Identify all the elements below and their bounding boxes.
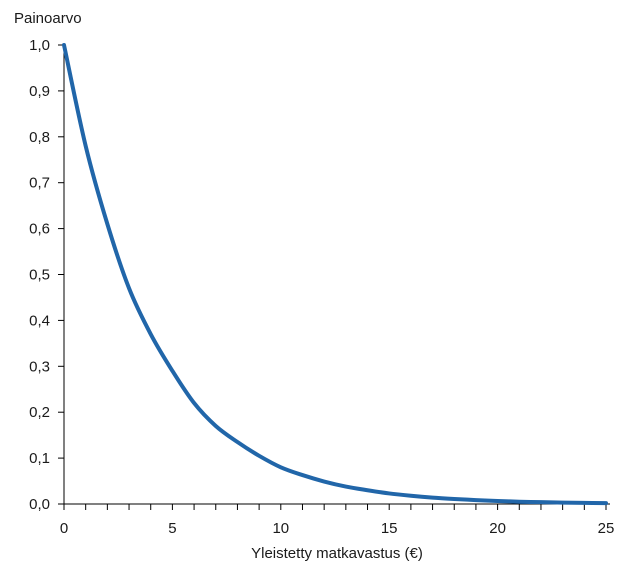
y-tick-label: 0,8 (29, 129, 50, 146)
x-axis-title: Yleistetty matkavastus (€) (251, 545, 423, 562)
series-line (62, 43, 608, 506)
x-tick-label: 0 (60, 520, 68, 537)
y-axis-title: Painoarvo (14, 10, 82, 27)
x-tick-label: 5 (168, 520, 176, 537)
y-tick-label: 0,1 (29, 450, 50, 467)
y-tick-label: 0,2 (29, 404, 50, 421)
x-tick-label: 15 (381, 520, 398, 537)
x-tick-label: 10 (272, 520, 289, 537)
y-tick-label: 0,7 (29, 175, 50, 192)
y-tick-label: 0,0 (29, 496, 50, 513)
y-tick-label: 1,0 (29, 37, 50, 54)
y-tick-label: 0,4 (29, 312, 50, 329)
y-tick-label: 0,9 (29, 83, 50, 100)
x-tick-label: 20 (489, 520, 506, 537)
y-tick-label: 0,3 (29, 358, 50, 375)
x-tick-label: 25 (598, 520, 615, 537)
y-tick-label: 0,5 (29, 267, 50, 284)
y-tick-label: 0,6 (29, 221, 50, 238)
